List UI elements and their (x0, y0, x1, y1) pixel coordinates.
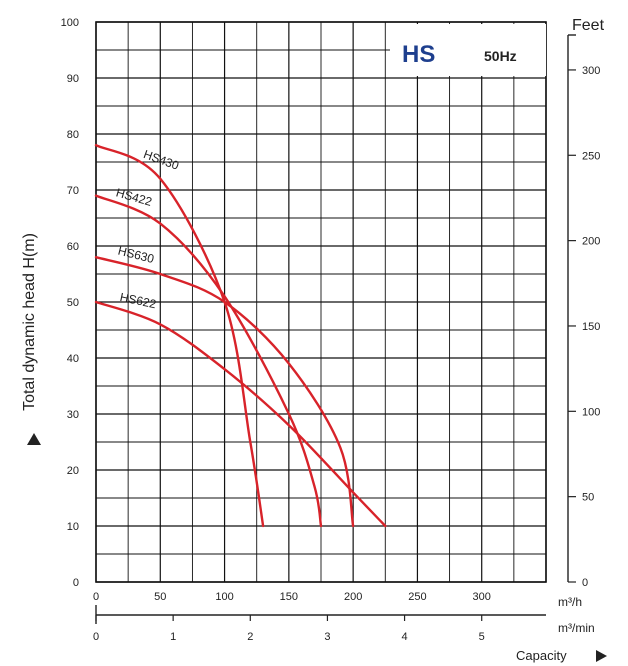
x2-tick-label: 2 (247, 631, 253, 643)
y-axis-right: 0 50 100 150 200 250 300 (567, 34, 600, 589)
x-tick-label: 250 (408, 591, 426, 603)
y-tick-label: 90 (67, 73, 79, 85)
x-axis-title: Capacity (516, 648, 567, 663)
x-axis-secondary: 0 1 2 3 4 5 (93, 605, 546, 643)
y-tick-label: 50 (67, 297, 79, 309)
right-tick-label: 300 (582, 65, 600, 77)
x-axis-title-arrow-icon (596, 650, 607, 662)
x2-tick-label: 0 (93, 631, 99, 643)
right-tick-label: 50 (582, 492, 594, 504)
x2-tick-label: 5 (479, 631, 485, 643)
curve-label-hs622: HS622 (119, 290, 158, 311)
brand-label: HS (402, 41, 435, 68)
x-unit-secondary: m³/min (558, 621, 595, 635)
x-tick-label: 150 (280, 591, 298, 603)
x-tick-label: 100 (215, 591, 233, 603)
curve-label-hs430: HS430 (142, 147, 182, 173)
x-tick-label: 300 (473, 591, 491, 603)
right-tick-label: 150 (582, 321, 600, 333)
curve-hs622 (94, 300, 387, 528)
curve-label-hs422: HS422 (114, 185, 153, 209)
y-tick-label: 40 (67, 353, 79, 365)
curve-hs630 (94, 256, 355, 528)
y-axis-left: 0 10 20 30 40 50 60 70 80 90 100 (61, 17, 79, 589)
plot-grid (95, 21, 547, 583)
right-tick-label: 250 (582, 150, 600, 162)
y-tick-label: 20 (67, 465, 79, 477)
x-tick-label: 200 (344, 591, 362, 603)
x-tick-label: 0 (93, 591, 99, 603)
right-axis-title: Feet (572, 17, 605, 34)
y-axis-title-arrow-icon (27, 433, 41, 445)
right-tick-label: 200 (582, 236, 600, 248)
y-axis-title: Total dynamic head H(m) (21, 233, 38, 411)
y-tick-label: 0 (73, 577, 79, 589)
y-tick-label: 80 (67, 129, 79, 141)
y-tick-label: 70 (67, 185, 79, 197)
frequency-label: 50Hz (484, 48, 517, 64)
x2-tick-label: 4 (402, 631, 408, 643)
y-tick-label: 10 (67, 521, 79, 533)
x2-tick-label: 3 (324, 631, 330, 643)
curve-hs422 (94, 194, 323, 528)
brand-box (390, 24, 546, 76)
y-tick-label: 60 (67, 241, 79, 253)
y-tick-label: 30 (67, 409, 79, 421)
x2-tick-label: 1 (170, 631, 176, 643)
x-unit-primary: m³/h (558, 595, 582, 609)
x-tick-label: 50 (154, 591, 166, 603)
y-tick-label: 100 (61, 17, 79, 29)
right-tick-label: 0 (582, 577, 588, 589)
x-axis-primary: 0 50 100 150 200 250 300 (93, 591, 491, 603)
right-tick-label: 100 (582, 406, 600, 418)
